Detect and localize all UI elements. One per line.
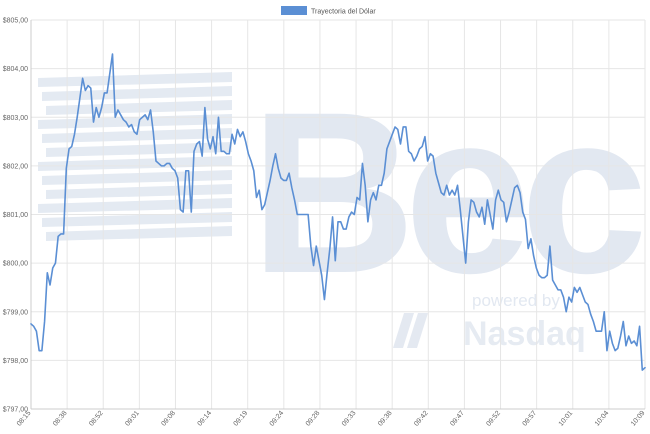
y-tick-label: $801,00 bbox=[3, 212, 28, 219]
x-tick-label: 09:19 bbox=[233, 410, 250, 428]
y-tick-label: $798,00 bbox=[3, 358, 28, 365]
watermark-partner-text: Nasdaq bbox=[463, 315, 586, 353]
y-tick-label: $804,00 bbox=[3, 66, 28, 73]
x-tick-label: 10:04 bbox=[594, 410, 611, 428]
chart-grid bbox=[30, 19, 646, 410]
x-tick-label: 09:01 bbox=[124, 410, 141, 428]
x-tick-label: 09:42 bbox=[413, 410, 430, 428]
x-tick-label: 08:38 bbox=[52, 410, 69, 428]
watermark-stripe bbox=[42, 128, 232, 143]
x-tick-label: 08:52 bbox=[88, 410, 105, 428]
x-tick-label: 09:57 bbox=[522, 410, 539, 428]
y-axis: $797,00 $798,00 $799,00 $800,00 $801,00 $802,… bbox=[3, 18, 32, 414]
y-tick-label: $797,00 bbox=[3, 407, 28, 414]
x-tick-label: 09:14 bbox=[196, 410, 213, 428]
nasdaq-n-icon bbox=[393, 313, 428, 348]
y-tick-label: $805,00 bbox=[3, 18, 28, 25]
x-tick-label: 09:52 bbox=[485, 410, 502, 428]
x-tick-label: 09:08 bbox=[160, 410, 177, 428]
x-tick-label: 09:28 bbox=[305, 410, 322, 428]
x-tick-label: 09:47 bbox=[449, 410, 466, 428]
x-axis: 08:15 08:38 08:52 09:01 09:08 09:14 09:19 09:24… bbox=[16, 408, 647, 428]
watermark-stripe bbox=[38, 72, 232, 87]
x-tick-label: 10:01 bbox=[558, 410, 575, 428]
x-tick-label: 09:33 bbox=[341, 410, 358, 428]
watermark-tagline-text: powered by bbox=[472, 291, 560, 310]
watermark-stripe bbox=[42, 170, 232, 185]
x-tick-label: 10:09 bbox=[630, 410, 647, 428]
series-line-trayectoria-del-dolar bbox=[30, 53, 646, 371]
y-tick-label: $803,00 bbox=[3, 115, 28, 122]
y-tick-label: $802,00 bbox=[3, 163, 28, 170]
chart-legend[interactable]: Trayectoria del Dólar bbox=[281, 6, 376, 16]
watermark-brand-text: Bec bbox=[250, 64, 642, 321]
legend-series-label: Trayectoria del Dólar bbox=[311, 9, 376, 16]
bec-watermark: Bec powered by Nasdaq bbox=[38, 64, 650, 353]
y-tick-label: $799,00 bbox=[3, 309, 28, 316]
y-tick-label: $800,00 bbox=[3, 261, 28, 268]
x-tick-label: 09:24 bbox=[269, 410, 286, 428]
watermark-stripe bbox=[38, 156, 232, 171]
watermark-stripe bbox=[42, 86, 232, 101]
x-tick-label: 09:38 bbox=[377, 410, 394, 428]
legend-swatch bbox=[281, 6, 307, 15]
watermark-stripe bbox=[42, 212, 232, 227]
